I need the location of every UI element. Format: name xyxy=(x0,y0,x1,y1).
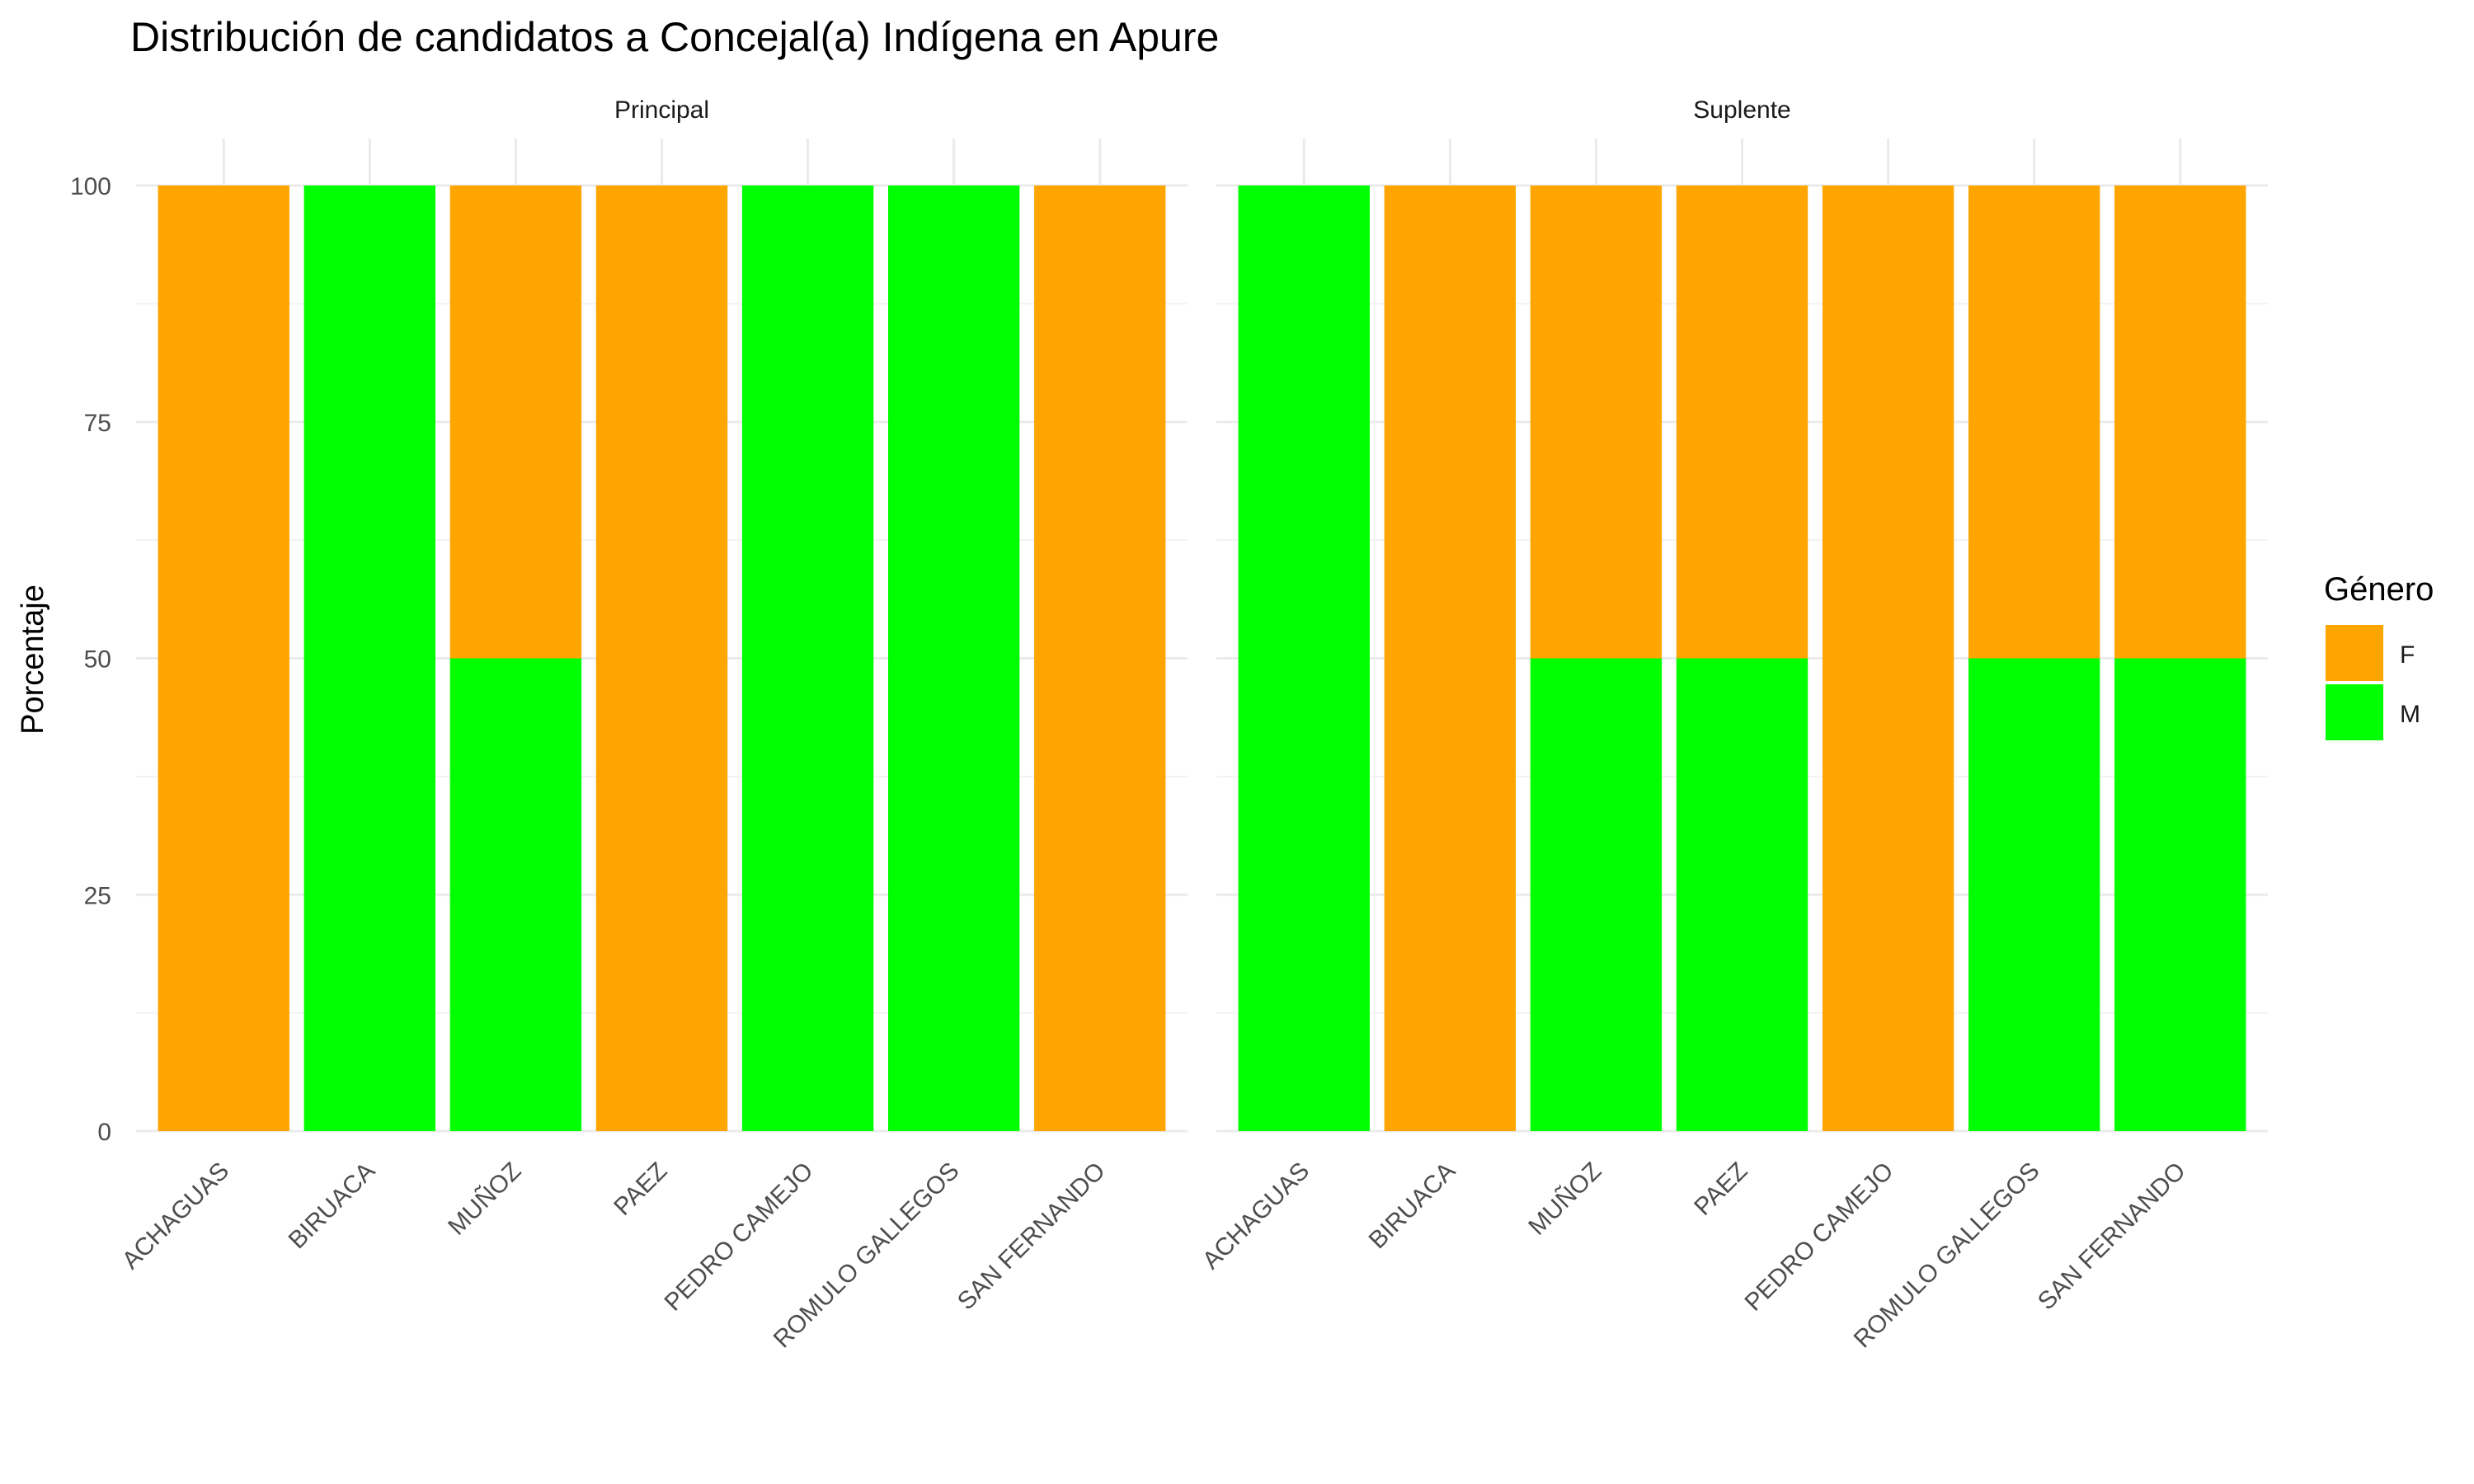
x-tick-label-suplente-biruaca: BIRUACA xyxy=(1364,1158,1461,1255)
legend-label-m: M xyxy=(2400,701,2420,728)
legend-key-m xyxy=(2326,684,2383,740)
x-tick-label-principal-munoz: MUÑOZ xyxy=(443,1157,527,1241)
bar-suplente-biruaca-f xyxy=(1384,186,1517,1131)
x-tick-label-suplente-san-fernando: SAN FERNANDO xyxy=(2033,1158,2191,1316)
legend: Género F M xyxy=(2324,571,2434,740)
bar-principal-achaguas-f xyxy=(158,186,289,1131)
x-tick-label-principal-achaguas: ACHAGUAS xyxy=(117,1158,234,1275)
x-tick-label-principal-san-fernando: SAN FERNANDO xyxy=(952,1158,1111,1316)
bar-suplente-paez-m xyxy=(1676,658,1808,1131)
bar-suplente-paez-f xyxy=(1676,186,1808,659)
x-tick-label-principal-paez: PAEZ xyxy=(609,1158,672,1221)
bars-layer xyxy=(158,186,2246,1131)
y-tick-label-50: 50 xyxy=(84,646,111,674)
bar-principal-munoz-f xyxy=(449,186,582,659)
y-axis-title: Porcentaje xyxy=(16,585,50,735)
legend-label-f: F xyxy=(2400,641,2415,669)
bar-suplente-romulo-gallegos-f xyxy=(1968,186,2100,659)
bar-suplente-romulo-gallegos-m xyxy=(1968,658,2100,1131)
bar-suplente-munoz-f xyxy=(1530,186,1663,659)
bar-suplente-san-fernando-f xyxy=(2114,186,2246,659)
x-tick-label-principal-biruaca: BIRUACA xyxy=(284,1158,381,1255)
x-tick-label-suplente-paez: PAEZ xyxy=(1689,1158,1752,1221)
bar-principal-san-fernando-f xyxy=(1034,186,1166,1131)
bar-suplente-pedro-camejo-f xyxy=(1822,186,1954,1131)
y-tick-label-25: 25 xyxy=(84,882,111,909)
y-tick-label-0: 0 xyxy=(97,1119,111,1146)
x-tick-label-principal-pedro-camejo: PEDRO CAMEJO xyxy=(659,1158,818,1317)
y-tick-label-75: 75 xyxy=(84,410,111,437)
bar-suplente-munoz-m xyxy=(1530,658,1663,1131)
x-tick-label-suplente-achaguas: ACHAGUAS xyxy=(1197,1158,1315,1275)
bar-principal-romulo-gallegos-m xyxy=(887,186,1020,1131)
facet-label-suplente: Suplente xyxy=(1693,96,1790,124)
bar-principal-paez-f xyxy=(595,186,728,1131)
bar-suplente-san-fernando-m xyxy=(2114,658,2246,1131)
bar-suplente-achaguas-m xyxy=(1238,186,1370,1131)
y-tick-label-100: 100 xyxy=(70,173,111,200)
legend-key-f xyxy=(2326,625,2383,681)
bar-principal-biruaca-m xyxy=(303,186,436,1131)
facet-label-principal: Principal xyxy=(614,96,709,124)
x-tick-label-suplente-pedro-camejo: PEDRO CAMEJO xyxy=(1739,1158,1898,1317)
bar-principal-munoz-m xyxy=(449,658,582,1131)
x-tick-label-suplente-munoz: MUÑOZ xyxy=(1523,1157,1607,1241)
bar-principal-pedro-camejo-m xyxy=(741,186,874,1131)
chart-title: Distribución de candidatos a Concejal(a)… xyxy=(130,14,1219,60)
legend-title: Género xyxy=(2324,571,2434,608)
